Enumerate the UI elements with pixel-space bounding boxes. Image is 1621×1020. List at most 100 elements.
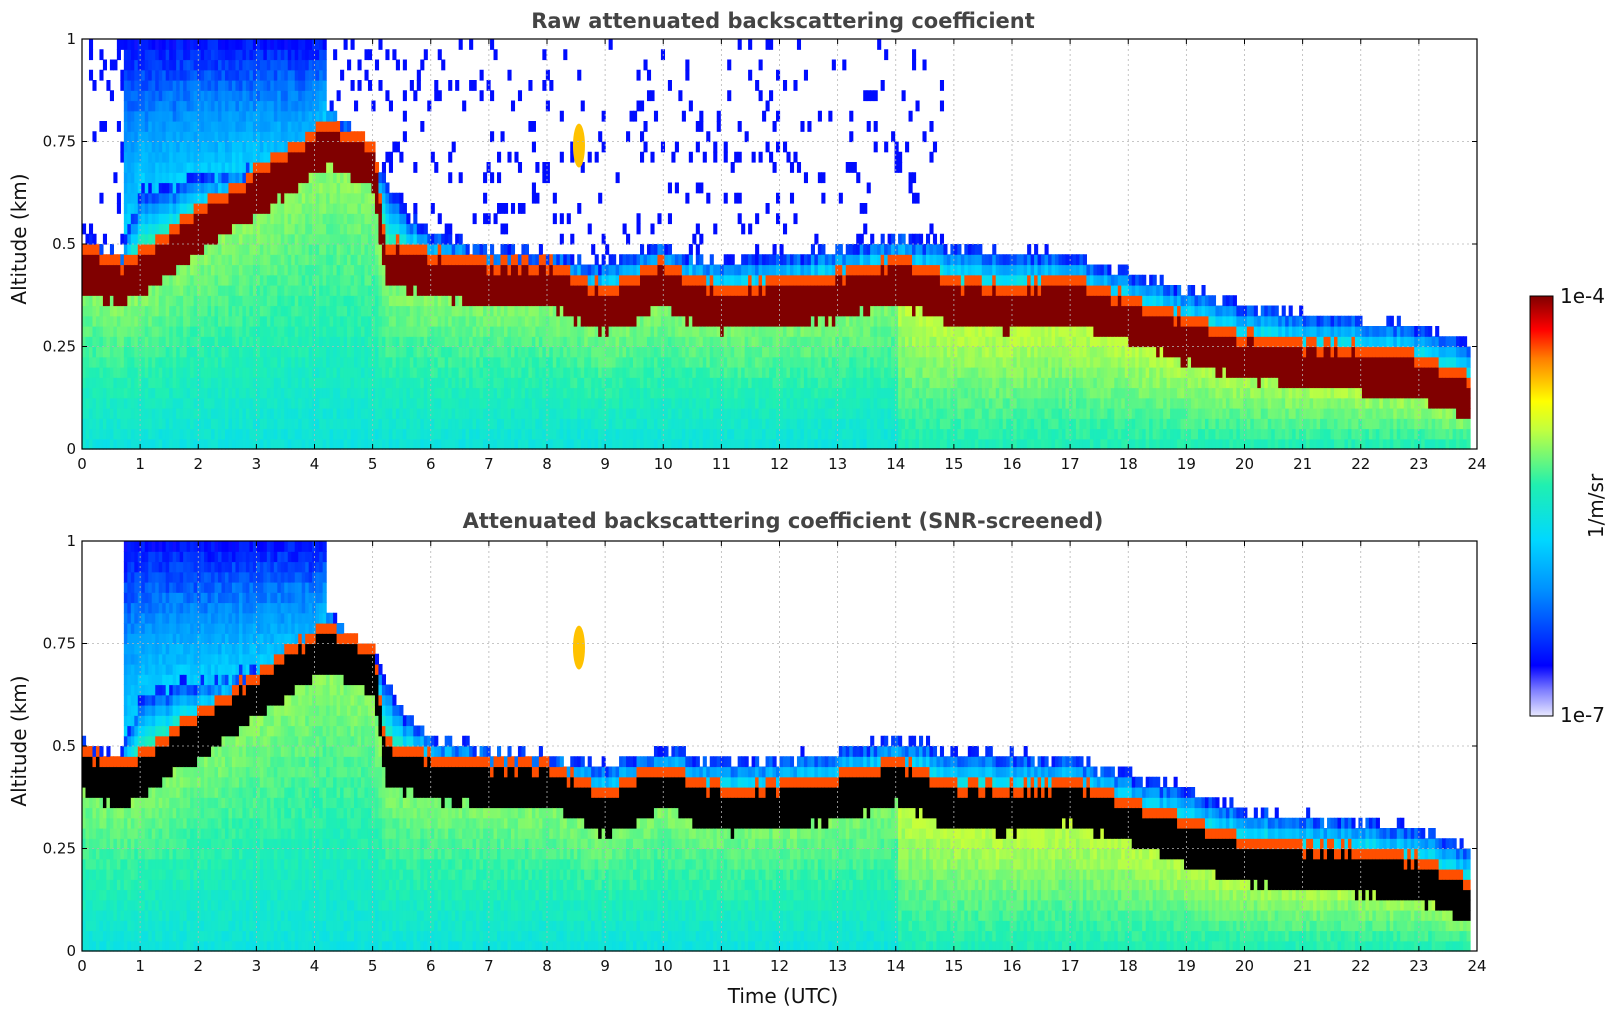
heatmap-cell [245,39,250,50]
heatmap-cell [319,69,324,81]
heatmap-cell [130,356,135,368]
heatmap-cell [228,172,233,184]
heatmap-cell [444,408,449,419]
heatmap-cell [92,315,97,327]
heatmap-cell [82,254,87,266]
heatmap-cell [106,315,111,327]
heatmap-cell [245,49,250,61]
heatmap-cell [545,254,550,266]
heatmap-cell [409,377,414,389]
heatmap-cell [549,367,554,378]
heatmap-cell [116,408,121,419]
heatmap-cell [291,397,296,409]
heatmap-cell [207,397,212,409]
heatmap-cell [594,377,599,389]
heatmap-cell [357,131,362,143]
heatmap-cell [141,418,146,430]
heatmap-cell [207,346,212,358]
heatmap-cell [270,408,275,419]
heatmap-cell [577,408,582,419]
heatmap-cell [448,326,453,337]
heatmap-cell [333,49,338,61]
heatmap-cell [612,305,617,317]
heatmap-cell [113,408,118,419]
heatmap-cell [531,356,536,368]
heatmap-cell [301,438,306,450]
heatmap-cell [486,162,491,173]
heatmap-cell [535,305,540,317]
heatmap-cell [538,367,543,378]
heatmap-cell [587,285,592,296]
heatmap-cell [218,141,223,153]
heatmap-cell [263,438,268,450]
heatmap-cell [354,397,359,409]
heatmap-cell [430,305,435,317]
heatmap-cell [531,397,536,409]
heatmap-cell [148,162,153,173]
heatmap-cell [594,336,599,348]
heatmap-cell [542,172,547,184]
heatmap-cell [287,192,292,204]
heatmap-cell [294,264,299,276]
heatmap-cell [186,367,191,378]
heatmap-cell [113,367,118,378]
heatmap-cell [465,254,470,266]
heatmap-cell [469,397,474,409]
heatmap-cell [263,90,268,102]
heatmap-cell [176,315,181,327]
heatmap-cell [420,274,425,286]
heatmap-cell [242,69,247,81]
heatmap-cell [148,80,153,91]
heatmap-cell [305,39,310,50]
heatmap-cell [95,408,101,419]
heatmap-cell [535,397,540,409]
heatmap-cell [280,244,285,255]
heatmap-cell [266,203,271,214]
heatmap-cell [186,264,191,276]
heatmap-cell [476,418,481,430]
heatmap-cell [270,110,275,122]
heatmap-cell [605,244,610,255]
heatmap-cell [228,336,233,348]
heatmap-cell [134,274,139,286]
heatmap-cell [629,264,634,276]
heatmap-cell [179,397,184,409]
heatmap-cell [144,274,149,286]
heatmap-cell [113,172,118,184]
heatmap-cell [158,397,163,409]
heatmap-cell [294,192,299,204]
heatmap-cell [238,172,244,184]
heatmap-cell [315,213,320,225]
heatmap-cell [259,162,264,173]
heatmap-cell [134,131,139,143]
heatmap-cell [361,438,366,450]
heatmap-cell [347,192,352,204]
heatmap-cell [113,264,118,276]
heatmap-cell [549,356,554,368]
heatmap-cell [559,346,564,358]
heatmap-cell [336,408,341,419]
heatmap-cell [420,397,425,409]
heatmap-cell [207,285,212,296]
heatmap-cell [535,264,540,276]
heatmap-cell [162,131,167,143]
heatmap-cell [123,367,128,378]
heatmap-cell [612,285,617,296]
heatmap-cell [211,346,216,358]
heatmap-cell [200,39,205,50]
heatmap-cell [298,172,303,184]
heatmap-cell [371,377,376,389]
heatmap-cell [629,367,634,378]
heatmap-cell [256,39,261,50]
heatmap-cell [82,418,87,430]
heatmap-cell [235,254,240,266]
heatmap-cell [186,213,191,225]
heatmap-cell [479,346,484,358]
heatmap-cell [312,356,317,368]
heatmap-cell [395,223,400,235]
heatmap-cell [204,295,209,307]
heatmap-cell [305,100,310,112]
heatmap-cell [308,285,313,296]
heatmap-cell [200,244,205,255]
